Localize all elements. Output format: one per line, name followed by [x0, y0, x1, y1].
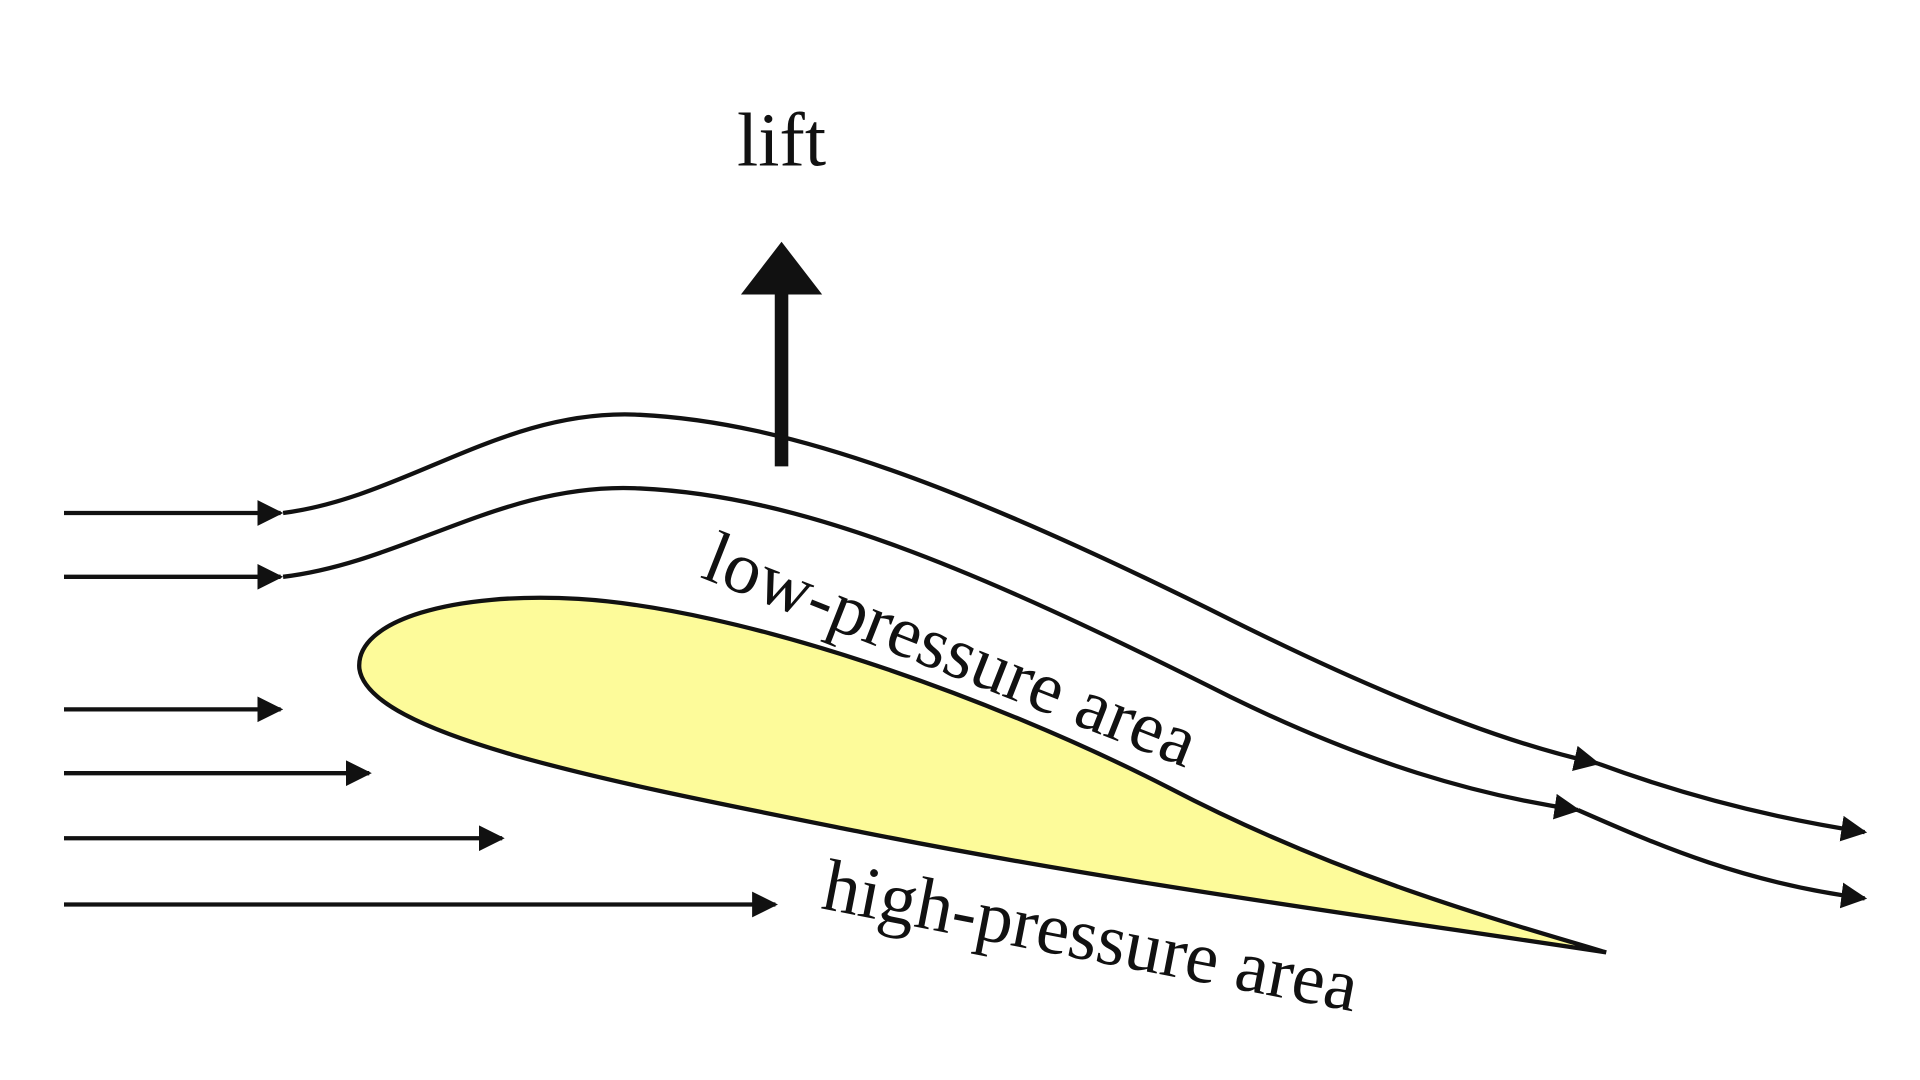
lift-arrow-head: [740, 241, 823, 295]
lift-label: lift: [737, 99, 826, 183]
streamline-upper-1: [64, 412, 1868, 842]
airfoil: [357, 595, 1607, 955]
streamline-upper-2: [64, 485, 1868, 909]
